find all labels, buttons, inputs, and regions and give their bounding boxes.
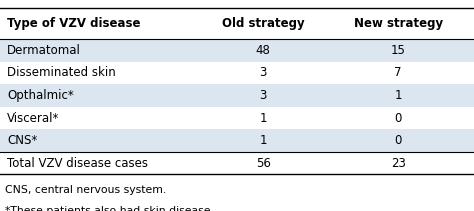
- Text: Dermatomal: Dermatomal: [7, 44, 81, 57]
- Bar: [0, 39, 474, 62]
- Bar: [0, 129, 474, 152]
- Text: Total VZV disease cases: Total VZV disease cases: [7, 157, 148, 170]
- Text: Visceral*: Visceral*: [7, 112, 59, 124]
- Text: Opthalmic*: Opthalmic*: [7, 89, 74, 102]
- Text: Type of VZV disease: Type of VZV disease: [7, 17, 141, 30]
- Text: 56: 56: [255, 157, 271, 170]
- Text: Disseminated skin: Disseminated skin: [7, 66, 116, 79]
- Text: 48: 48: [255, 44, 271, 57]
- Text: 3: 3: [259, 66, 267, 79]
- Text: *These patients also had skin disease.: *These patients also had skin disease.: [5, 206, 214, 211]
- Text: 1: 1: [394, 89, 402, 102]
- Text: 23: 23: [391, 157, 406, 170]
- Text: New strategy: New strategy: [354, 17, 443, 30]
- Text: 1: 1: [259, 134, 267, 147]
- Bar: [0, 84, 474, 107]
- Text: 0: 0: [394, 134, 402, 147]
- Text: 3: 3: [259, 89, 267, 102]
- Text: 15: 15: [391, 44, 406, 57]
- Text: CNS*: CNS*: [7, 134, 37, 147]
- Text: 0: 0: [394, 112, 402, 124]
- Text: 1: 1: [259, 112, 267, 124]
- Text: CNS, central nervous system.: CNS, central nervous system.: [5, 185, 166, 195]
- Text: Old strategy: Old strategy: [222, 17, 304, 30]
- Text: 7: 7: [394, 66, 402, 79]
